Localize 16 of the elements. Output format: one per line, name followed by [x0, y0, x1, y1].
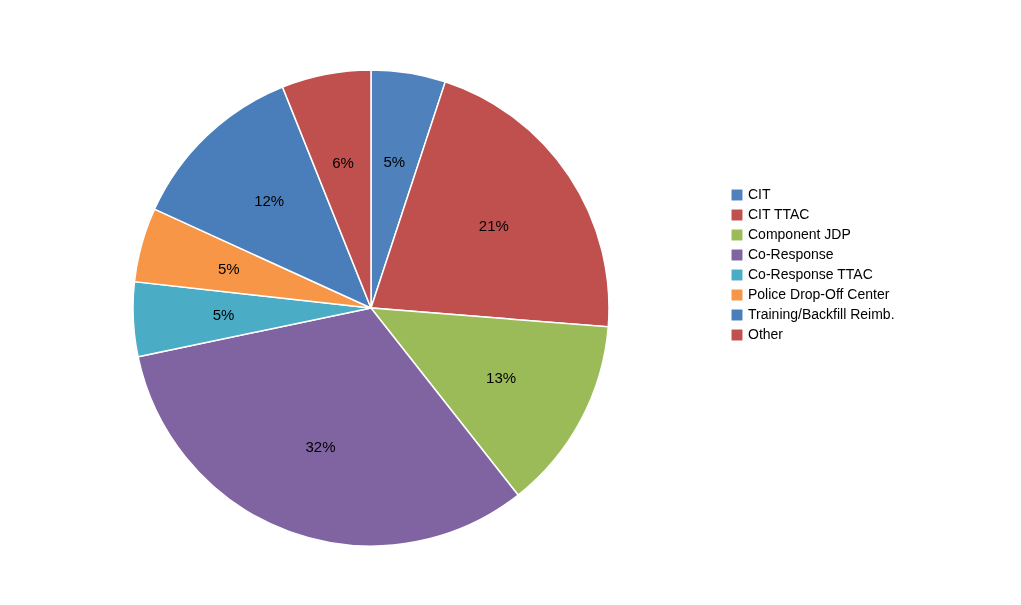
legend-label: Other — [748, 326, 784, 342]
legend-label: CIT — [748, 186, 771, 202]
legend-label: Co-Response TTAC — [748, 266, 873, 282]
data-label: 5% — [383, 153, 406, 171]
data-label: 21% — [478, 217, 509, 235]
data-label: 12% — [254, 192, 285, 210]
data-label: 13% — [486, 368, 517, 386]
legend-label: Co-Response — [748, 246, 834, 262]
legend-label: CIT TTAC — [748, 206, 810, 222]
data-label: 5% — [217, 259, 240, 277]
data-label: 6% — [332, 154, 354, 172]
data-label: 32% — [305, 437, 336, 455]
legend-label: Police Drop-Off Center — [748, 286, 890, 302]
legend-label: Component JDP — [748, 226, 851, 242]
data-label: 5% — [212, 306, 235, 324]
legend-label: Training/Backfill Reimb. — [748, 306, 895, 322]
